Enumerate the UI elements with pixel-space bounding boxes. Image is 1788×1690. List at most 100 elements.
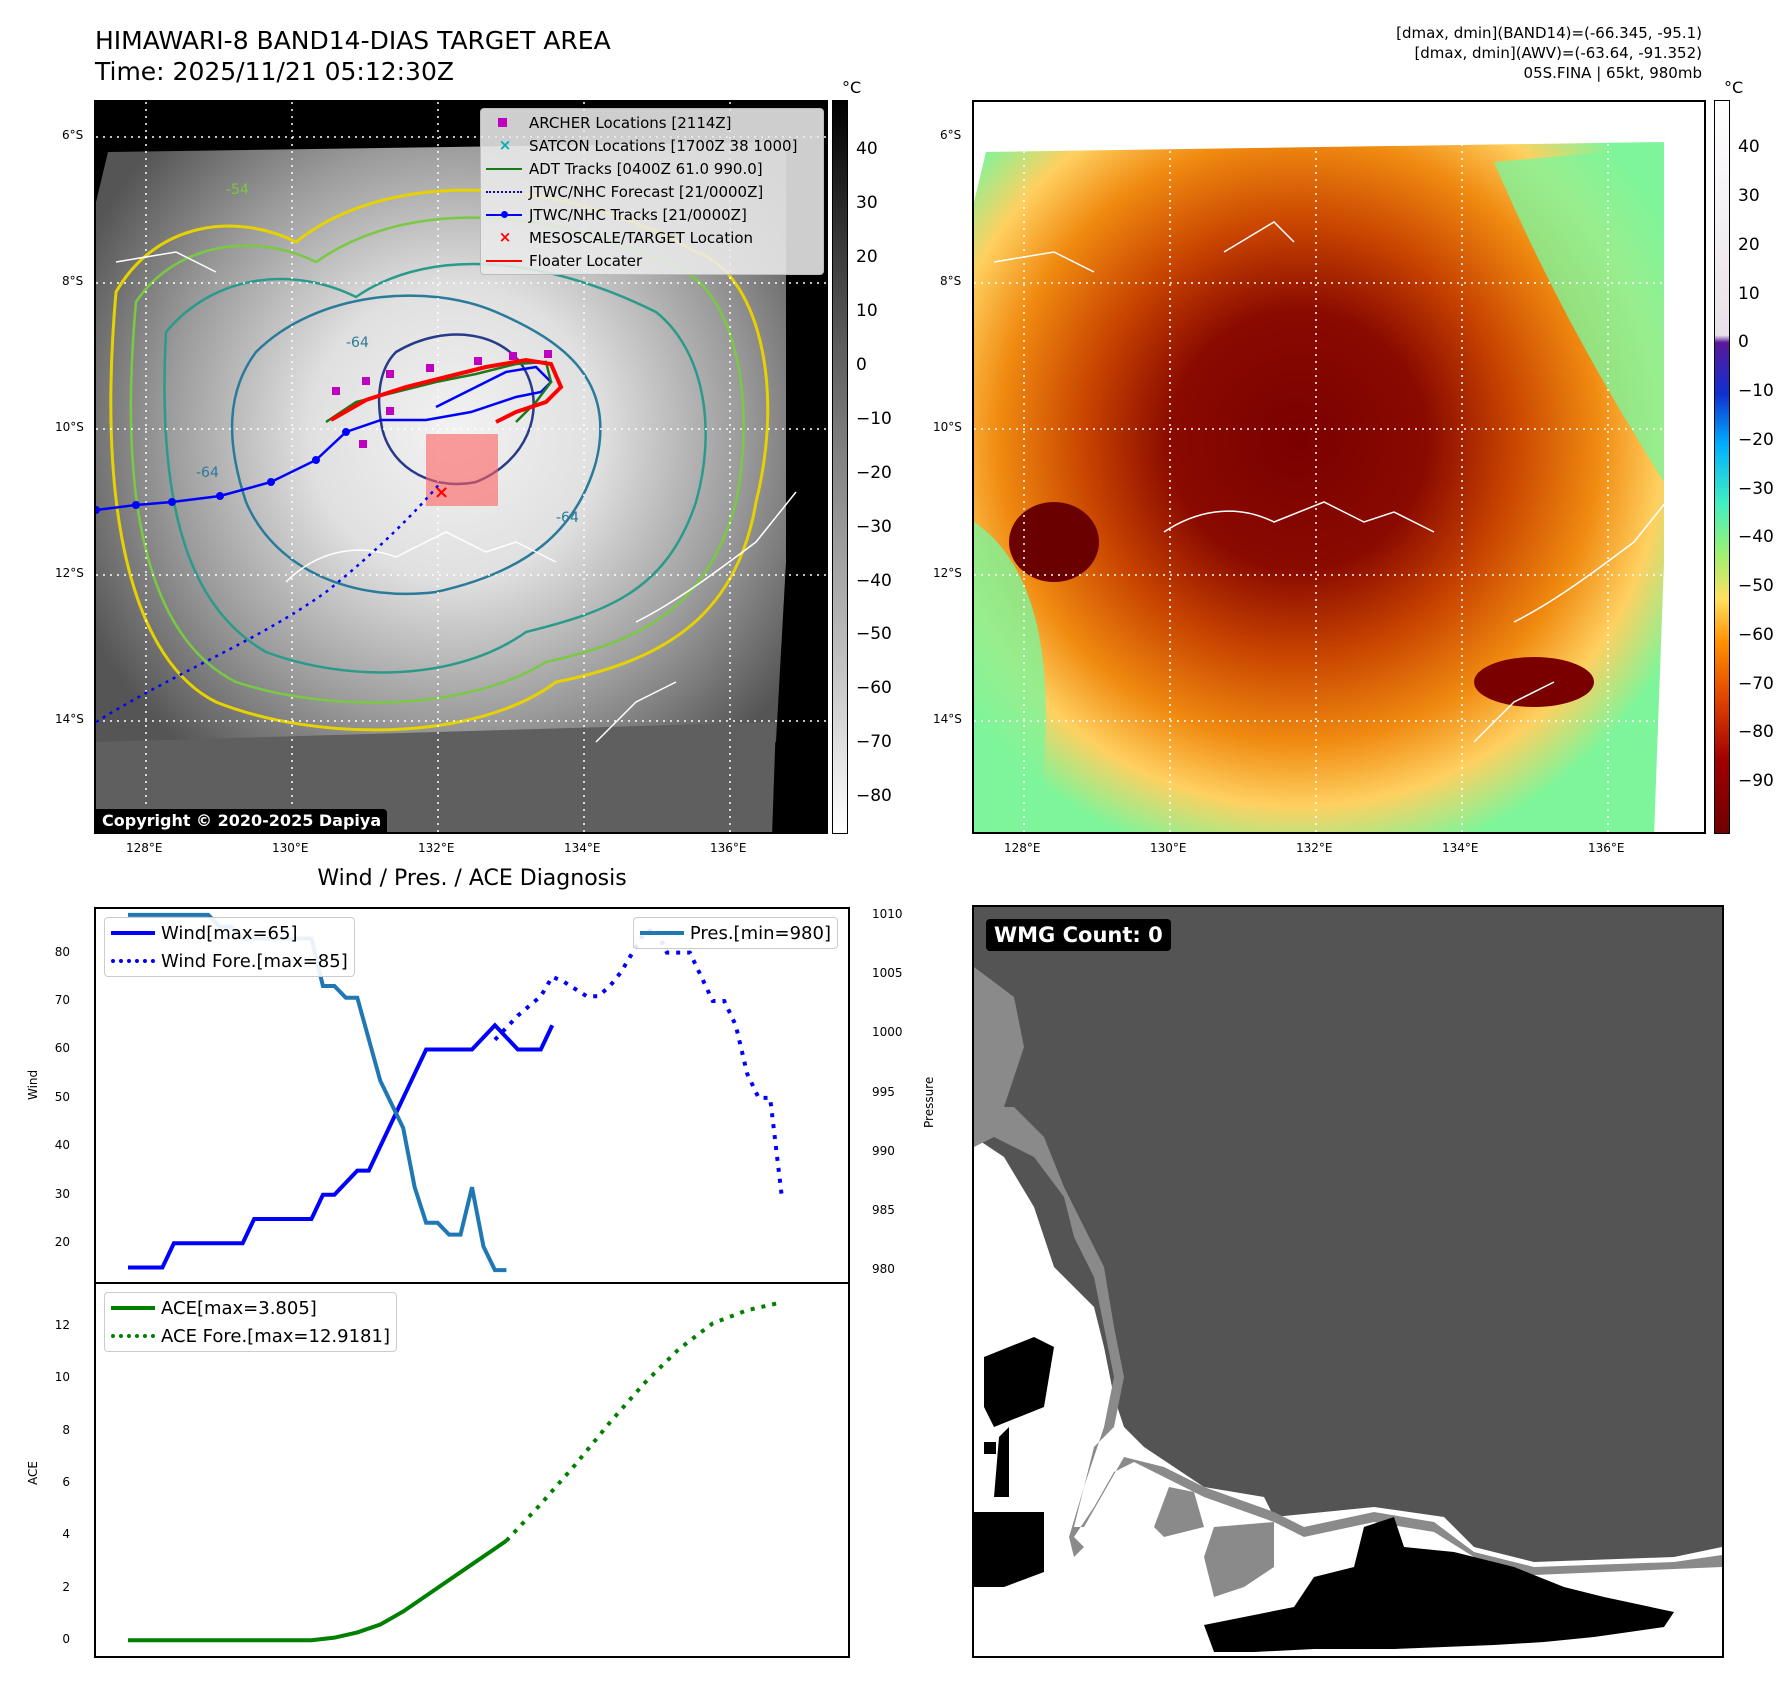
lat-label: 6°S [940,128,962,142]
ir-colorbar-tick: 0 [856,354,867,375]
lat-label: 10°S [933,420,962,434]
ir-legend: ARCHER Locations [2114Z] × SATCON Locatio… [480,108,824,275]
awv-colorbar-tick: 10 [1738,283,1760,304]
archer-points [332,350,552,448]
awv-colorbar [1714,100,1730,834]
lon-label: 128°E [126,841,163,855]
lon-label: 136°E [1588,841,1625,855]
ir-colorbar-tick: −70 [856,732,892,753]
awv-colorbar-tick: 20 [1738,234,1760,255]
contour-label: -54 [226,182,249,198]
awv-map-image [974,102,1704,832]
pressure-axis-label: Pressure [922,1076,936,1128]
wind-pressure-panel: Wind[max=65] Wind Fore.[max=85] Pres.[mi… [94,907,850,1284]
ace-ytick: 10 [54,1370,70,1385]
awv-colorbar-tick: −20 [1738,429,1774,450]
awv-colorbar-tick: 40 [1738,137,1760,158]
ir-colorbar-tick: 30 [856,192,878,213]
pressure-ytick: 1010 [872,906,903,921]
awv-colorbar-tick: −40 [1738,527,1774,548]
wind-ytick: 60 [54,1041,70,1056]
lat-label: 8°S [62,274,84,288]
ace-chart [128,1300,783,1643]
legend-item: × MESOSCALE/TARGET Location [498,228,754,247]
ace-series-0 [128,1539,508,1643]
lon-label: 132°E [418,841,455,855]
ace-panel: ACE[max=3.805] ACE Fore.[max=12.9181] [94,1282,850,1658]
lon-label: 128°E [1004,841,1041,855]
svg-text:×: × [434,482,449,503]
ir-colorbar-tick: 20 [856,246,878,267]
lat-label: 6°S [62,128,84,142]
stats-awv: [dmax, dmin](AWV)=(-63.64, -91.352) [1414,44,1702,62]
stats-band14: [dmax, dmin](BAND14)=(-66.345, -95.1) [1396,24,1702,42]
wind-series-0 [128,1022,555,1270]
jtwc-forecast-line [96,481,442,724]
copyright-badge: Copyright © 2020-2025 Dapiya [96,809,388,832]
legend-item: ACE[max=3.805] [105,1294,390,1322]
lat-label: 10°S [55,420,84,434]
awv-colorbar-tick: 30 [1738,186,1760,207]
legend-item: Pres.[min=980] [634,919,831,947]
legend-item: JTWC/NHC Forecast [21/0000Z] [481,180,823,203]
pressure-ytick: 995 [872,1084,895,1099]
lon-label: 134°E [1442,841,1479,855]
ir-colorbar-tick: 40 [856,138,878,159]
legend-item: Wind[max=65] [105,919,348,947]
wmg-image [974,907,1722,1652]
ace-ytick: 6 [62,1475,70,1490]
ace-ytick: 0 [62,1632,70,1647]
lon-label: 130°E [272,841,309,855]
ir-colorbar-tick: −80 [856,786,892,807]
floater-line [330,357,564,424]
storm-info: 05S.FINA | 65kt, 980mb [1523,64,1702,82]
awv-colorbar-tick: −10 [1738,381,1774,402]
awv-colorbar-tick: −70 [1738,673,1774,694]
ir-colorbar-tick: 10 [856,300,878,321]
lon-label: 134°E [564,841,601,855]
pressure-ytick: 1000 [872,1025,903,1040]
ace-ytick: 2 [62,1579,70,1594]
ace-legend: ACE[max=3.805] ACE Fore.[max=12.9181] [104,1292,397,1352]
ace-ytick: 12 [54,1317,70,1332]
wind-ytick: 20 [54,1235,70,1250]
wind-ytick: 80 [54,944,70,959]
lat-label: 14°S [55,712,84,726]
ir-map-panel: -54 -64 -64 -64 × Copyright © 202 [94,100,828,834]
jtwc-track-line [96,365,553,512]
lat-label: 8°S [940,274,962,288]
pressure-ytick: 1005 [872,966,903,981]
pressure-ytick: 985 [872,1202,895,1217]
figure-title: HIMAWARI-8 BAND14-DIAS TARGET AREA [95,26,611,55]
wmg-count-badge: WMG Count: 0 [986,919,1171,951]
ir-colorbar-tick: −20 [856,462,892,483]
wind-ytick: 50 [54,1089,70,1104]
awv-colorbar-tick: −30 [1738,478,1774,499]
legend-item: JTWC/NHC Tracks [21/0000Z] [481,203,823,226]
legend-item: ADT Tracks [0400Z 61.0 990.0] [481,157,823,180]
ace-axis-label: ACE [26,1461,40,1485]
wind-ytick: 30 [54,1186,70,1201]
diagnosis-title: Wind / Pres. / ACE Diagnosis [317,866,627,891]
lat-label: 12°S [55,566,84,580]
awv-colorbar-tick: −80 [1738,722,1774,743]
wind-ytick: 40 [54,1138,70,1153]
awv-colorbar-tick: 0 [1738,332,1749,353]
figure-time: Time: 2025/11/21 05:12:30Z [95,57,454,86]
ir-colorbar-unit: °C [842,78,862,97]
wind-legend: Wind[max=65] Wind Fore.[max=85] [104,917,355,977]
awv-colorbar-tick: −60 [1738,624,1774,645]
ir-colorbar-tick: −60 [856,678,892,699]
ace-series-1 [504,1300,783,1543]
awv-colorbar-tick: −90 [1738,771,1774,792]
pressure-legend: Pres.[min=980] [632,917,838,949]
wind-axis-label: Wind [26,1069,40,1100]
ace-ytick: 4 [62,1527,70,1542]
contour-label: -64 [556,510,579,526]
ir-colorbar [832,100,848,834]
ir-map-image: -54 -64 -64 -64 × [96,102,826,832]
target-box [426,434,498,506]
lon-label: 132°E [1296,841,1333,855]
legend-item: × SATCON Locations [1700Z 38 1000] [498,136,798,155]
legend-item: ACE Fore.[max=12.9181] [105,1322,390,1350]
